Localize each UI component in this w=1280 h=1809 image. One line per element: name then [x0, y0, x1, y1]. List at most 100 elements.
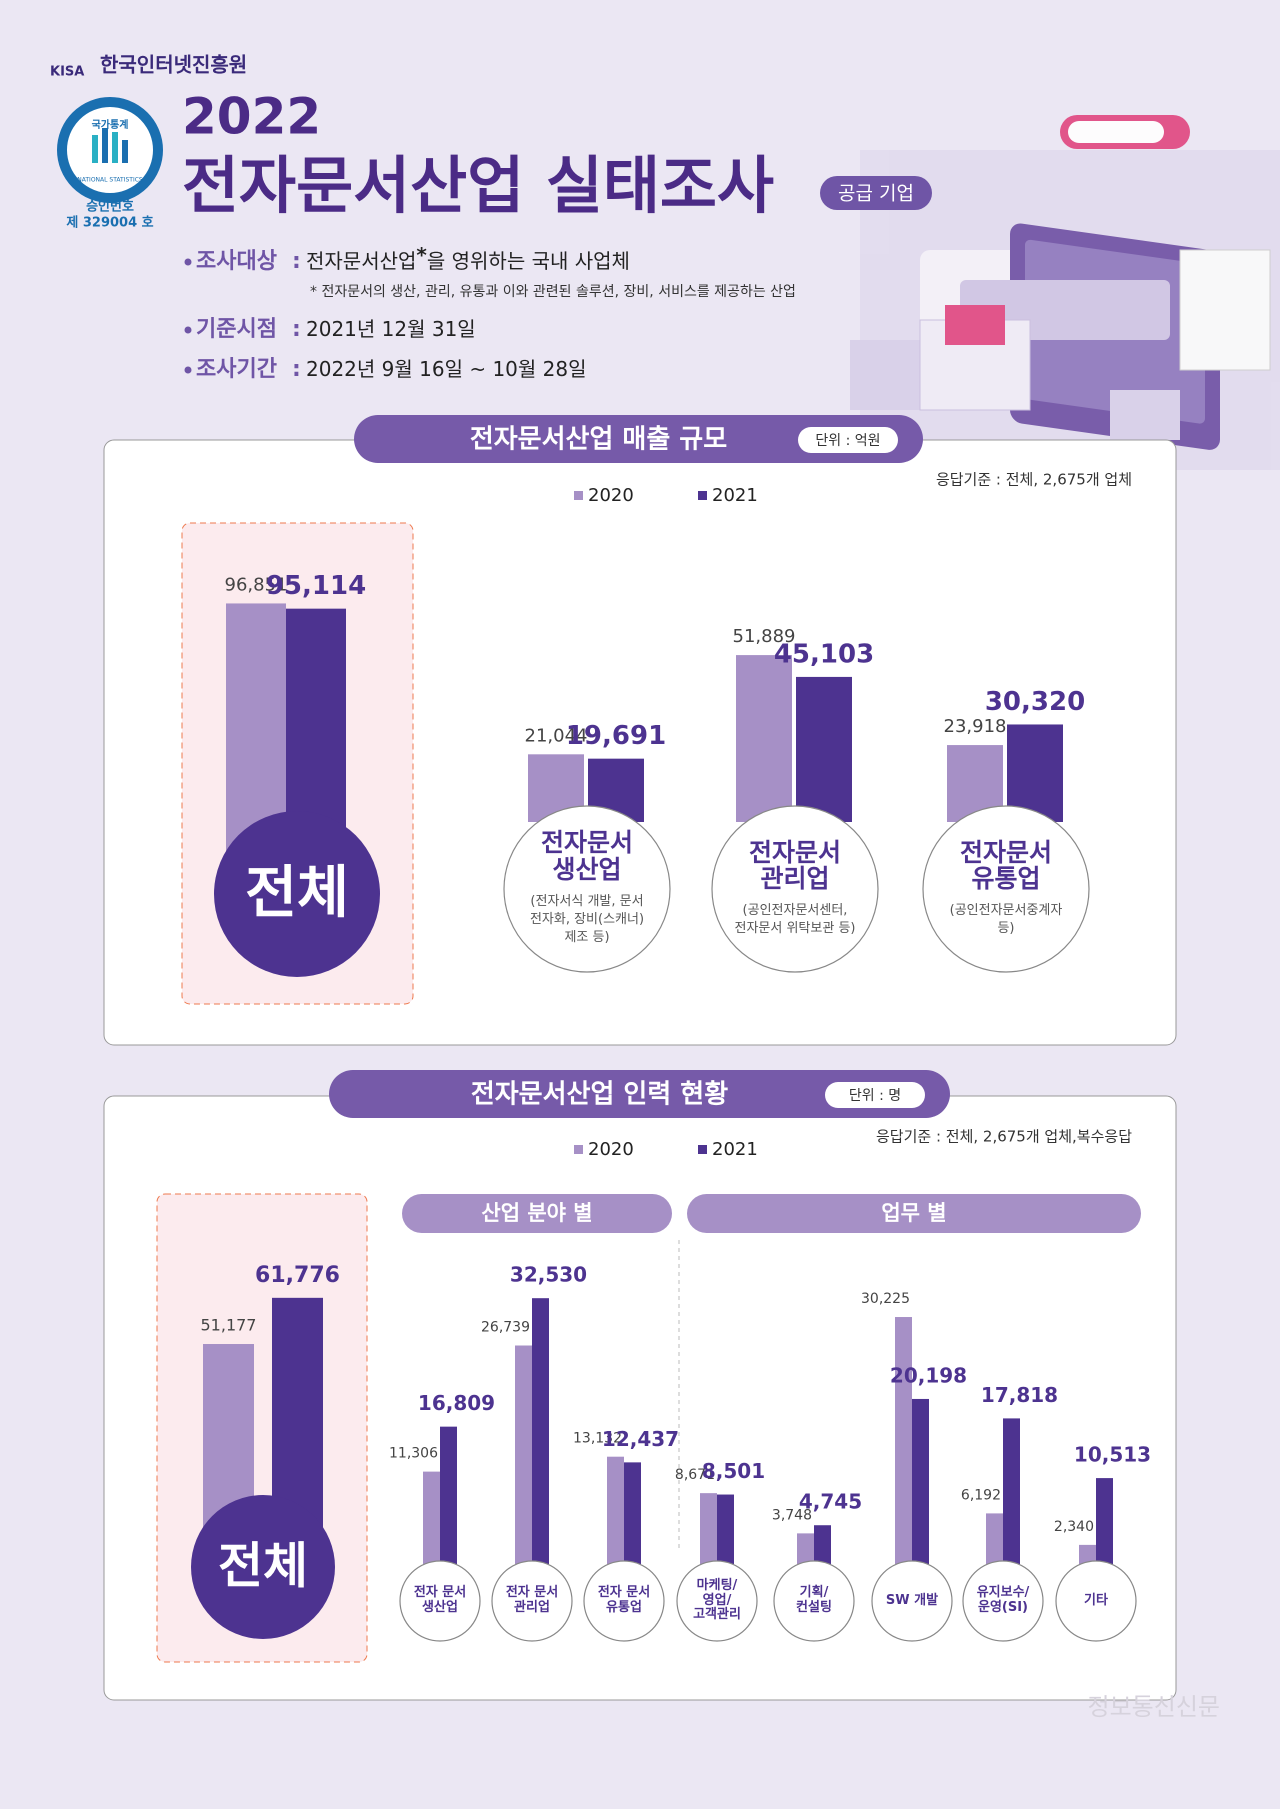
value-label: 11,306 — [389, 1446, 438, 1462]
basis: 응답기준 : 전체, 2,675개 업체,복수응답 — [876, 1128, 1132, 1146]
illustration — [850, 115, 1280, 470]
unit-bg — [825, 1082, 925, 1108]
value-label: 8,501 — [702, 1459, 765, 1483]
bar — [532, 1298, 549, 1564]
value-label: 19,691 — [566, 721, 666, 751]
category-label: 전자 문서 관리업 — [505, 1585, 559, 1615]
label-box: 유지보수/ 운영(SI) — [971, 1569, 1035, 1633]
category-circle — [711, 805, 879, 973]
info-value: 2021년 12월 31일 — [306, 317, 476, 341]
category-circle — [871, 1560, 953, 1642]
value-label: 51,889 — [733, 626, 796, 647]
section-title: 전자문서산업 인력 현황 — [471, 1080, 728, 1110]
info-part: 2021년 12월 31일 — [306, 317, 476, 341]
category-label: 전자문서 유통업 — [959, 837, 1052, 893]
value-label: 45,103 — [774, 639, 874, 669]
category-circle — [503, 805, 671, 973]
org-abbr: KISA — [50, 65, 84, 80]
info-label: 기준시점 — [196, 317, 277, 342]
bar — [515, 1345, 532, 1564]
value-label: 61,776 — [255, 1263, 340, 1288]
value-label: 12,437 — [602, 1427, 679, 1451]
value-label: 96,851 — [225, 574, 288, 595]
approval-label: 승인번호 — [86, 199, 134, 215]
value-label: 32,530 — [510, 1263, 587, 1287]
category-label-box: 전자문서 유통업 (공인전자문서중계자 등) — [931, 814, 1081, 964]
bar — [814, 1525, 831, 1564]
value-label: 21,044 — [525, 725, 588, 746]
bar — [1003, 1418, 1020, 1564]
unit: 단위 : 억원 — [815, 433, 880, 449]
label-box: 전자문서 생산업 (전자서식 개발, 문서 전자화, 장비(스캐너) 제조 등) — [512, 814, 662, 964]
category-circle — [399, 1560, 481, 1642]
category-label: 마케팅/ 영업/ 고객관리 — [693, 1577, 741, 1623]
category-label: 기타 — [1084, 1592, 1108, 1608]
seal-top: 국가통계 — [92, 118, 129, 131]
total-circle — [214, 811, 380, 977]
badge: 공급 기업 — [838, 183, 914, 205]
label-box: 기획/ 컨설팅 — [782, 1569, 846, 1633]
label-box: SW 개발 — [880, 1569, 944, 1633]
value-label: 26,739 — [481, 1320, 530, 1336]
category-label-box: 유지보수/ 운영(SI) — [971, 1569, 1035, 1633]
category-label-box: 전자문서 관리업 (공인전자문서센터, 전자문서 위탁보관 등) — [720, 814, 870, 964]
bar — [423, 1471, 440, 1564]
category-label: 전자문서 생산업 — [540, 828, 633, 884]
info-sep: : — [292, 357, 301, 382]
info-part: 을 영위하는 국내 사업체 — [427, 249, 630, 273]
total-circle — [191, 1495, 335, 1639]
category-label-box: 전자문서 생산업 (전자서식 개발, 문서 전자화, 장비(스캐너) 제조 등) — [512, 814, 662, 964]
category-circle — [583, 1560, 665, 1642]
category-label-box: 기획/ 컨설팅 — [782, 1569, 846, 1633]
value-label: 30,320 — [985, 687, 1085, 717]
value-label: 13,132 — [573, 1431, 622, 1447]
value-label: 30,225 — [861, 1291, 910, 1307]
value-label: 10,513 — [1074, 1443, 1151, 1467]
section-title-bg — [354, 415, 923, 463]
bar — [624, 1462, 641, 1564]
bar — [1096, 1478, 1113, 1564]
category-circle — [491, 1560, 573, 1642]
category-circle — [922, 805, 1090, 973]
label-box: 전자문서 관리업 (공인전자문서센터, 전자문서 위탁보관 등) — [720, 814, 870, 964]
bar — [1079, 1544, 1096, 1564]
bar — [895, 1317, 912, 1564]
info-value: 전자문서산업*을 영위하는 국내 사업체 — [306, 243, 630, 273]
category-label-box: 마케팅/ 영업/ 고객관리 — [685, 1569, 749, 1633]
badge-bg — [820, 176, 932, 210]
category-note: (공인전자문서센터, 전자문서 위탁보관 등) — [734, 903, 856, 937]
info-part: 전자문서산업 — [306, 249, 416, 273]
bar — [912, 1398, 929, 1564]
info-label: 조사대상 — [196, 249, 277, 274]
category-label: 유지보수/ 운영(SI) — [976, 1585, 1030, 1615]
group-label-bg — [687, 1194, 1141, 1233]
category-label-box: SW 개발 — [880, 1569, 944, 1633]
legend-label: 2020 — [588, 1139, 634, 1160]
info-value: 2022년 9월 16일 ~ 10월 28일 — [306, 357, 587, 381]
year: 2022 — [182, 88, 321, 146]
legend-label: 2020 — [588, 485, 634, 506]
value-label: 95,114 — [266, 571, 366, 601]
value-label: 2,340 — [1054, 1519, 1094, 1535]
label-box: 기타 — [1084, 1592, 1108, 1608]
bullet — [184, 326, 192, 334]
category-label-box: 전자 문서 관리업 — [500, 1569, 564, 1633]
category-label: 전체 — [218, 1538, 308, 1595]
watermark: 정보통신신문 — [1088, 1693, 1220, 1721]
section-title: 전자문서산업 매출 규모 — [470, 425, 727, 455]
info-part: * — [416, 243, 427, 267]
legend-swatch — [574, 491, 583, 500]
info-label: 조사기간 — [196, 357, 277, 382]
category-label: SW 개발 — [885, 1592, 939, 1608]
value-label: 6,192 — [961, 1487, 1001, 1503]
bar — [736, 655, 792, 822]
value-label: 4,745 — [799, 1490, 862, 1514]
group-label: 산업 분야 별 — [481, 1201, 592, 1225]
bar — [717, 1494, 734, 1564]
label-box: 전자문서 유통업 (공인전자문서중계자 등) — [931, 814, 1081, 964]
approval-no: 제 329004 호 — [66, 216, 153, 231]
info-list: 조사대상: 전자문서산업*을 영위하는 국내 사업체* 전자문서의 생산, 관리,… — [184, 243, 796, 382]
category-label-box: 전자 문서 유통업 — [592, 1569, 656, 1633]
bar — [607, 1456, 624, 1564]
